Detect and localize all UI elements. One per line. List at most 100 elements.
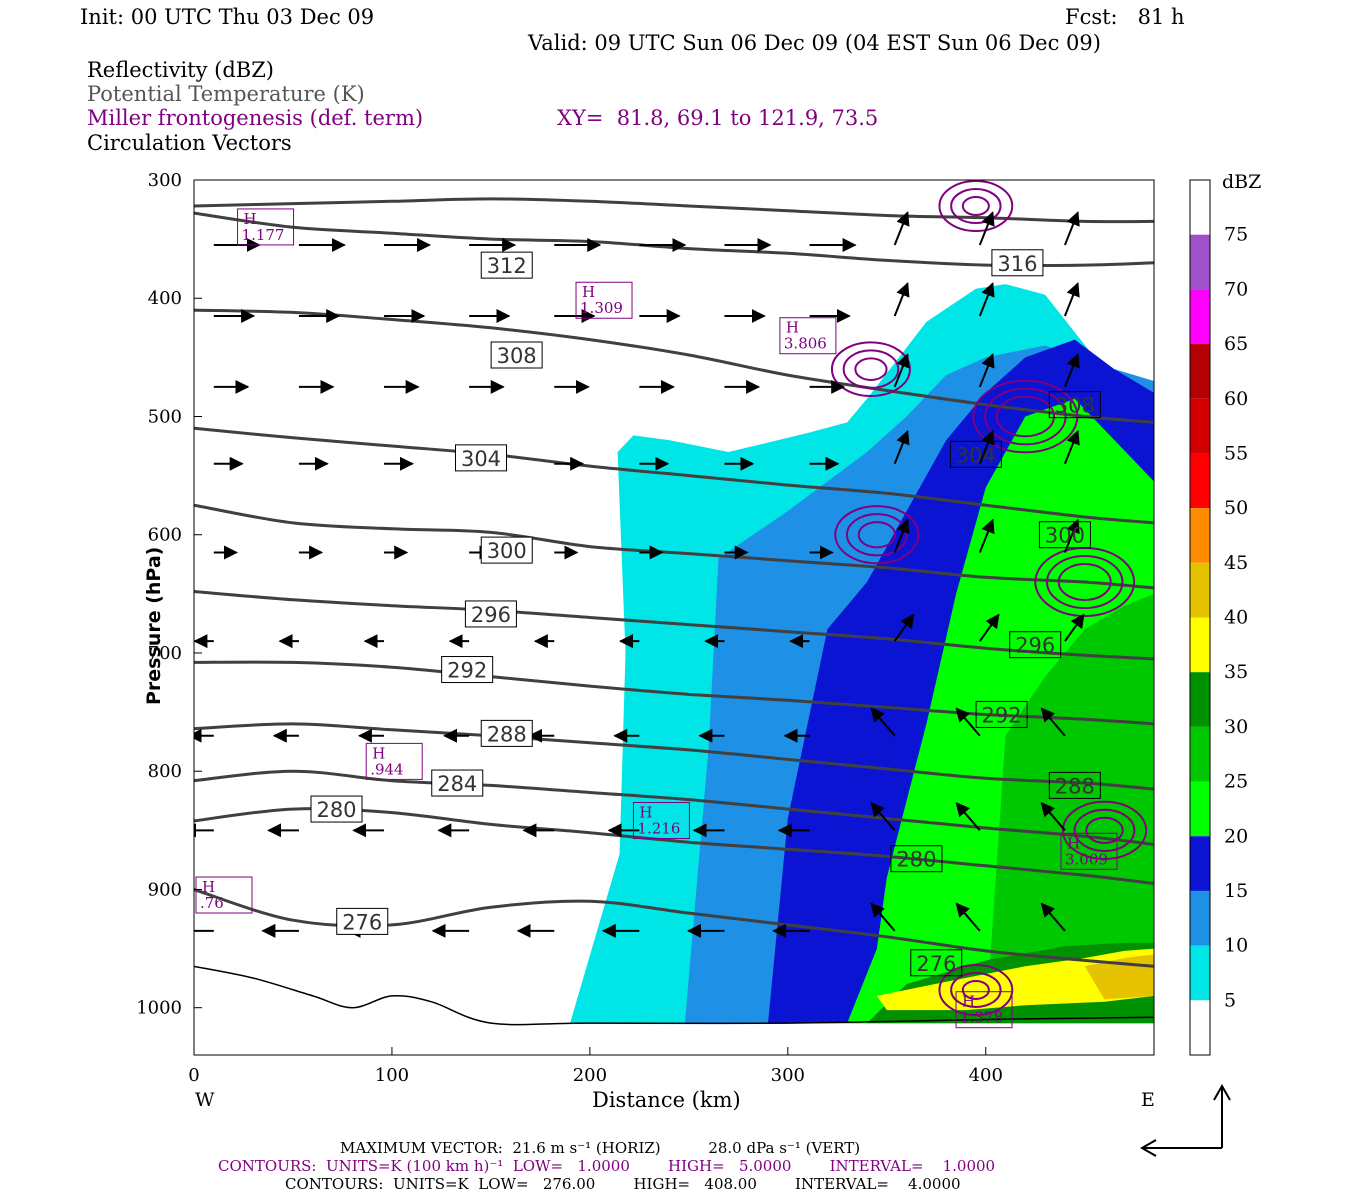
fronto-ring-3-2 xyxy=(972,379,1079,454)
x-tick-label: 100 xyxy=(375,1065,409,1086)
fronto-ring-2-0 xyxy=(857,521,897,549)
west-label: W xyxy=(195,1089,215,1111)
theta-292-label-box xyxy=(441,656,494,684)
theta-284-label-box xyxy=(431,769,484,797)
fronto-ring-5-2 xyxy=(1061,800,1148,860)
theta-276-inner-label-box xyxy=(910,949,963,977)
colorbar-segment xyxy=(1190,562,1210,618)
fronto-high-label-2: H xyxy=(786,319,799,337)
fronto-high-label-7: H xyxy=(962,993,975,1011)
fronto-high-label-4: H xyxy=(639,804,652,822)
y-tick-label: 500 xyxy=(148,406,182,427)
vector xyxy=(1063,353,1080,388)
vector xyxy=(955,707,981,737)
x-tick-label: 300 xyxy=(771,1065,805,1086)
x-tick-label: 400 xyxy=(969,1065,1003,1086)
x-axis-label: Distance (km) xyxy=(592,1088,741,1112)
theta-276-label-box xyxy=(336,907,389,935)
vector xyxy=(978,429,995,465)
theta-280-label-box xyxy=(310,795,363,823)
fronto-ring-2-2 xyxy=(834,505,920,565)
theta-300-line xyxy=(194,503,1154,590)
theta-312-label: 312 xyxy=(487,254,527,278)
theta-304-label-box xyxy=(455,444,508,472)
y-tick-label: 900 xyxy=(148,879,182,900)
y-tick-label: 1000 xyxy=(136,998,182,1019)
fronto-ring-2-1 xyxy=(845,513,908,557)
fronto-ring-6-1 xyxy=(950,971,1002,1008)
fronto-ring-1-2 xyxy=(830,341,911,397)
y-tick-label: 700 xyxy=(148,643,182,664)
colorbar-segment xyxy=(1190,180,1210,235)
y-tick-label: 300 xyxy=(148,170,182,191)
colorbar-label: 5 xyxy=(1224,989,1236,1011)
colorbar-segment xyxy=(1190,289,1210,345)
x-tick-label: 200 xyxy=(573,1065,607,1086)
fronto-high-box-5 xyxy=(1060,832,1118,870)
theta-296-inner-label-box xyxy=(1009,631,1062,659)
theta-280-inner-label-box xyxy=(890,845,943,873)
x-tick-label: 0 xyxy=(188,1065,199,1086)
colorbar-label: 55 xyxy=(1224,442,1248,464)
vector xyxy=(1063,211,1080,246)
vector xyxy=(955,902,981,932)
theta-296-line xyxy=(194,590,1154,661)
colorbar-label: 15 xyxy=(1224,880,1248,902)
colorbar-segment xyxy=(1190,398,1210,454)
max-vector-note: MAXIMUM VECTOR: 21.6 m s⁻¹ (HORIZ) 28.0 … xyxy=(340,1139,861,1157)
fronto-ring-5-0 xyxy=(1085,816,1124,844)
vector xyxy=(893,518,910,553)
reflectivity-band-25 xyxy=(985,593,1154,1024)
colorbar-segment xyxy=(1190,617,1210,673)
vector xyxy=(870,802,896,831)
theta-316-line xyxy=(194,197,1154,224)
theta-296-inner-label: 296 xyxy=(1015,634,1055,658)
contours-purple-note: CONTOURS: UNITS=K (100 km h)⁻¹ LOW= 1.00… xyxy=(218,1157,996,1175)
colorbar-label: 10 xyxy=(1224,935,1248,957)
colorbar-label: 30 xyxy=(1224,716,1248,738)
colorbar-label: 40 xyxy=(1224,607,1248,629)
colorbar-segment xyxy=(1190,1000,1210,1055)
fronto-ring-4-1 xyxy=(1046,555,1124,610)
theta-308-label-box xyxy=(490,341,543,369)
theta-288-line xyxy=(194,722,1154,791)
field-theta: Potential Temperature (K) xyxy=(87,82,365,106)
vector xyxy=(978,353,995,388)
fronto-ring-5-1 xyxy=(1073,808,1136,852)
vector xyxy=(1040,707,1066,737)
vector xyxy=(955,802,981,831)
vector xyxy=(1063,429,1080,465)
fronto-high-value-0: 1.177 xyxy=(242,226,285,244)
vector xyxy=(978,518,995,553)
colorbar-label: 35 xyxy=(1224,661,1248,683)
contour-labels: 312 316 308 304 300 296 292 288 284 280 276 304 300 2… xyxy=(195,208,1118,1029)
forecast-hour: Fcst: 81 h xyxy=(1065,5,1185,29)
vector xyxy=(893,613,915,642)
vector xyxy=(1063,518,1080,553)
theta-288-label: 288 xyxy=(487,722,527,746)
colorbar-segment xyxy=(1190,234,1210,290)
colorbar: 75 70 65 60 55 50 45 40 35 30 25 20 15 10 5 xyxy=(1189,179,1248,1056)
fronto-high-value-4: 1.216 xyxy=(637,820,680,838)
fronto-high-value-3: .944 xyxy=(370,760,403,778)
colorbar-label: 75 xyxy=(1224,224,1248,246)
y-tick-label: 400 xyxy=(148,288,182,309)
terrain-line xyxy=(194,965,1154,1026)
east-label: E xyxy=(1141,1089,1155,1111)
theta-288-inner-label-box xyxy=(1048,771,1101,799)
theta-292-label: 292 xyxy=(447,659,487,683)
axes: 0 100 200 300 400 300 400 500 600 700 800 900 1000 xyxy=(136,170,1003,1086)
fronto-high-label-3: H xyxy=(372,744,385,762)
theta-288-label-box xyxy=(480,719,533,747)
vector xyxy=(1040,802,1066,831)
theta-296-label: 296 xyxy=(471,603,511,627)
vector xyxy=(893,353,910,388)
colorbar-frame xyxy=(1189,179,1211,1056)
fronto-high-label-1: H xyxy=(582,283,595,301)
theta-296-label-box xyxy=(464,600,517,628)
y-tick-label: 600 xyxy=(148,525,182,546)
fronto-high-box-7 xyxy=(955,991,1013,1029)
fronto-ring-1-1 xyxy=(842,349,900,389)
fronto-ring-0-0 xyxy=(961,196,990,217)
